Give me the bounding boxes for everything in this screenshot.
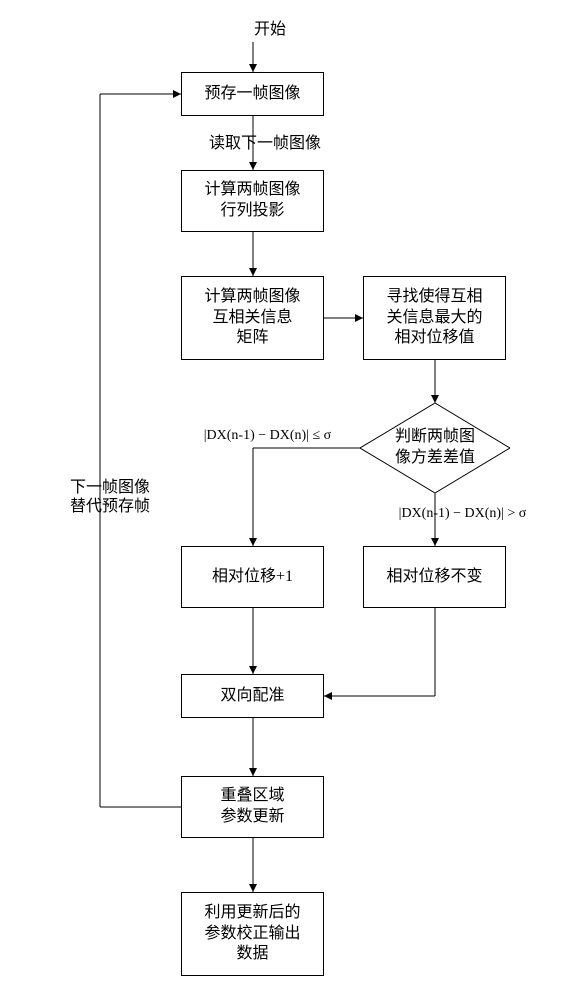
flow-edge [90, 84, 110, 817]
flow-edge [90, 84, 191, 104]
node-text: 双向配准 [220, 686, 284, 707]
decision-text: 判断两帧图像方差差值 [395, 427, 475, 469]
label-text: 读取下一帧图像 [209, 135, 321, 152]
flow-node-n7: 双向配准 [181, 674, 324, 718]
flow-node-n8: 重叠区域参数更新 [181, 776, 324, 838]
flow-edge [243, 438, 263, 556]
flow-node-n1: 预存一帧图像 [181, 72, 324, 116]
flowchart-canvas: 预存一帧图像计算两帧图像行列投影计算两帧图像互相关信息矩阵 寻找使得互相关信息最大… [0, 0, 573, 1000]
label-text: |DX(n-1) − DX(n)| > σ [399, 506, 527, 521]
flow-label-cond_formula_right: |DX(n-1) − DX(n)| > σ [370, 506, 555, 528]
flow-decision-d1: 判断两帧图像方差差值 [360, 403, 510, 493]
node-text: 寻找使得互相关信息最大的相对位移值 [386, 287, 482, 349]
flow-label-cond_formula_left: |DX(n-1) − DX(n)| ≤ σ [175, 428, 360, 450]
flow-node-n2: 计算两帧图像行列投影 [181, 170, 324, 232]
flow-edge [314, 686, 445, 706]
node-text: 利用更新后的参数校正输出数据 [204, 903, 300, 965]
flow-node-n6: 相对位移不变 [363, 546, 506, 608]
node-text: 计算两帧图像互相关信息矩阵 [204, 287, 300, 349]
label-text: 开始 [254, 21, 286, 38]
label-text: |DX(n-1) − DX(n)| ≤ σ [204, 428, 331, 443]
flow-node-n5: 相对位移+1 [181, 546, 324, 608]
node-text: 相对位移+1 [212, 567, 293, 588]
flow-node-n3: 计算两帧图像互相关信息矩阵 [181, 276, 324, 360]
flow-edge [243, 708, 263, 786]
flow-label-read_label: 读取下一帧图像 [200, 134, 330, 156]
node-text: 计算两帧图像行列投影 [204, 180, 300, 222]
label-text: 下一帧图像替代预存帧 [70, 479, 150, 515]
node-text: 预存一帧图像 [204, 84, 300, 105]
node-text: 相对位移不变 [386, 567, 482, 588]
flow-node-n9: 利用更新后的参数校正输出数据 [181, 892, 324, 976]
flow-edge [243, 828, 263, 902]
flow-label-start_label: 开始 [245, 20, 295, 42]
node-text: 重叠区域参数更新 [220, 786, 284, 828]
flow-edge [243, 598, 263, 684]
flow-node-n4: 寻找使得互相关信息最大的相对位移值 [363, 276, 506, 360]
flow-label-loop_label: 下一帧图像替代预存帧 [60, 478, 160, 522]
